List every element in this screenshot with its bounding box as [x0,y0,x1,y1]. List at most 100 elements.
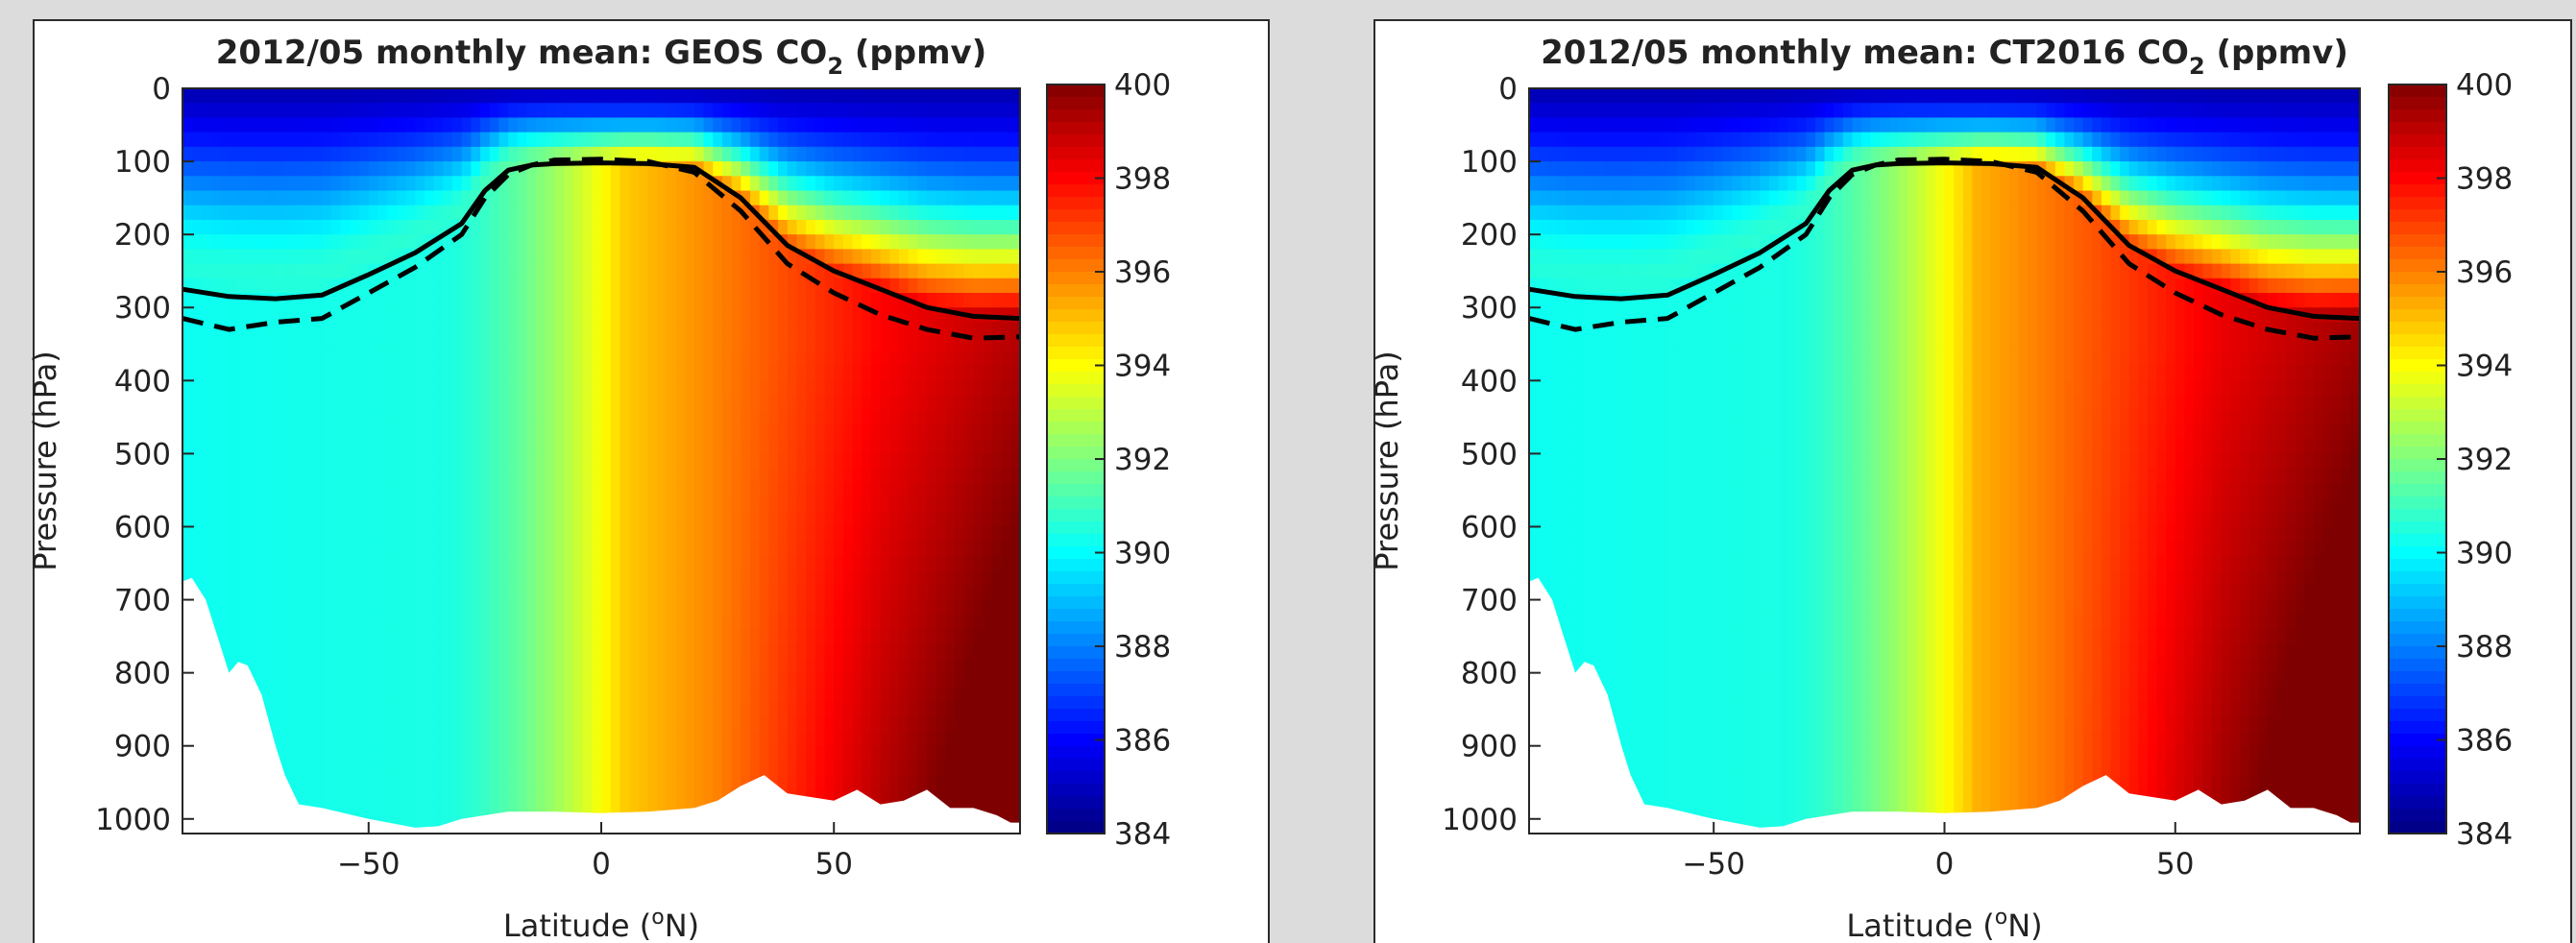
heatmap-cell [210,526,221,543]
heatmap-cell [415,366,425,382]
heatmap-cell [629,541,640,557]
heatmap-cell [629,88,640,105]
heatmap-cell [1556,599,1567,616]
heatmap-cell [471,395,481,411]
heatmap-cell [1529,423,1540,441]
heatmap-cell [592,716,602,733]
heatmap-cell [768,366,779,382]
heatmap-cell [592,541,602,557]
heatmap-cell [396,219,407,236]
heatmap-cell [405,117,417,133]
heatmap-cell [387,263,398,279]
heatmap-cell [1547,570,1558,587]
heatmap-cell [424,818,435,834]
heatmap-cell [638,526,649,543]
heatmap-cell [721,423,733,441]
heatmap-cell [601,614,612,630]
heatmap-cell [247,658,258,674]
heatmap-cell [415,176,425,192]
heatmap-cell [685,234,695,251]
heatmap-cell [405,293,417,309]
heatmap-cell [238,366,249,382]
heatmap-cell [592,132,602,148]
heatmap-cell [554,658,566,674]
heatmap-cell [572,103,584,119]
heatmap-cell [713,219,723,236]
heatmap-cell [721,132,733,148]
heatmap-cell [331,395,342,411]
heatmap-cell [526,599,538,616]
heatmap-cell [201,249,211,265]
heatmap-cell [666,614,677,630]
heatmap-cell [536,161,547,178]
heatmap-cell [377,526,389,543]
heatmap-cell [368,219,379,236]
heatmap-cell [731,658,742,674]
heatmap-cell [647,628,659,645]
heatmap-cell [312,103,324,119]
heatmap-cell [433,293,445,309]
heatmap-cell [666,658,677,674]
heatmap-cell [210,555,221,572]
heatmap-cell [201,395,211,411]
heatmap-cell [229,351,240,367]
heatmap-cell [368,395,379,411]
heatmap-cell [536,278,547,294]
heatmap-cell [693,249,705,265]
heatmap-cell [703,585,715,601]
heatmap-cell [368,205,379,221]
heatmap-cell [1529,380,1540,397]
heatmap-cell [1575,219,1586,236]
heatmap-cell [638,672,649,689]
heatmap-cell [284,760,296,777]
heatmap-cell [675,351,687,367]
heatmap-cell [396,599,407,616]
heatmap-cell [601,278,612,294]
heatmap-cell [582,745,594,762]
heatmap-cell [620,555,630,572]
heatmap-cell [387,439,398,455]
heatmap-cell [489,555,500,572]
heatmap-cell [685,482,695,498]
heatmap-cell [731,234,742,251]
heatmap-cell [564,423,574,441]
heatmap-cell [703,380,715,397]
heatmap-cell [471,263,481,279]
heatmap-cell [191,555,203,572]
heatmap-cell [433,672,445,689]
heatmap-cell [415,380,425,397]
heatmap-cell [1538,497,1549,514]
heatmap-cell [433,526,445,543]
heatmap-cell [778,512,789,528]
heatmap-cell [1529,482,1540,498]
heatmap-cell [331,366,342,382]
heatmap-cell [424,585,435,601]
heatmap-cell [768,117,779,133]
heatmap-cell [461,760,473,777]
heatmap-cell [666,468,677,484]
heatmap-cell [461,439,473,455]
heatmap-cell [545,570,556,587]
heatmap-cell [536,322,547,338]
heatmap-cell [731,176,742,192]
heatmap-cell [666,234,677,251]
heatmap-cell [787,117,798,133]
heatmap-cell [210,541,221,557]
heatmap-cell [759,453,770,470]
heatmap-cell [247,439,258,455]
heatmap-cell [554,570,566,587]
heatmap-cell [666,380,677,397]
heatmap-cell [1575,307,1586,324]
heatmap-cell [647,585,659,601]
heatmap-cell [377,161,389,178]
heatmap-cell [787,351,798,367]
heatmap-cell [536,176,547,192]
heatmap-cell [796,190,808,206]
heatmap-cell [768,278,779,294]
heatmap-cell [461,322,473,338]
heatmap-cell [582,278,594,294]
heatmap-cell [247,322,258,338]
heatmap-cell [731,336,742,352]
heatmap-cell [572,263,584,279]
heatmap-cell [229,366,240,382]
